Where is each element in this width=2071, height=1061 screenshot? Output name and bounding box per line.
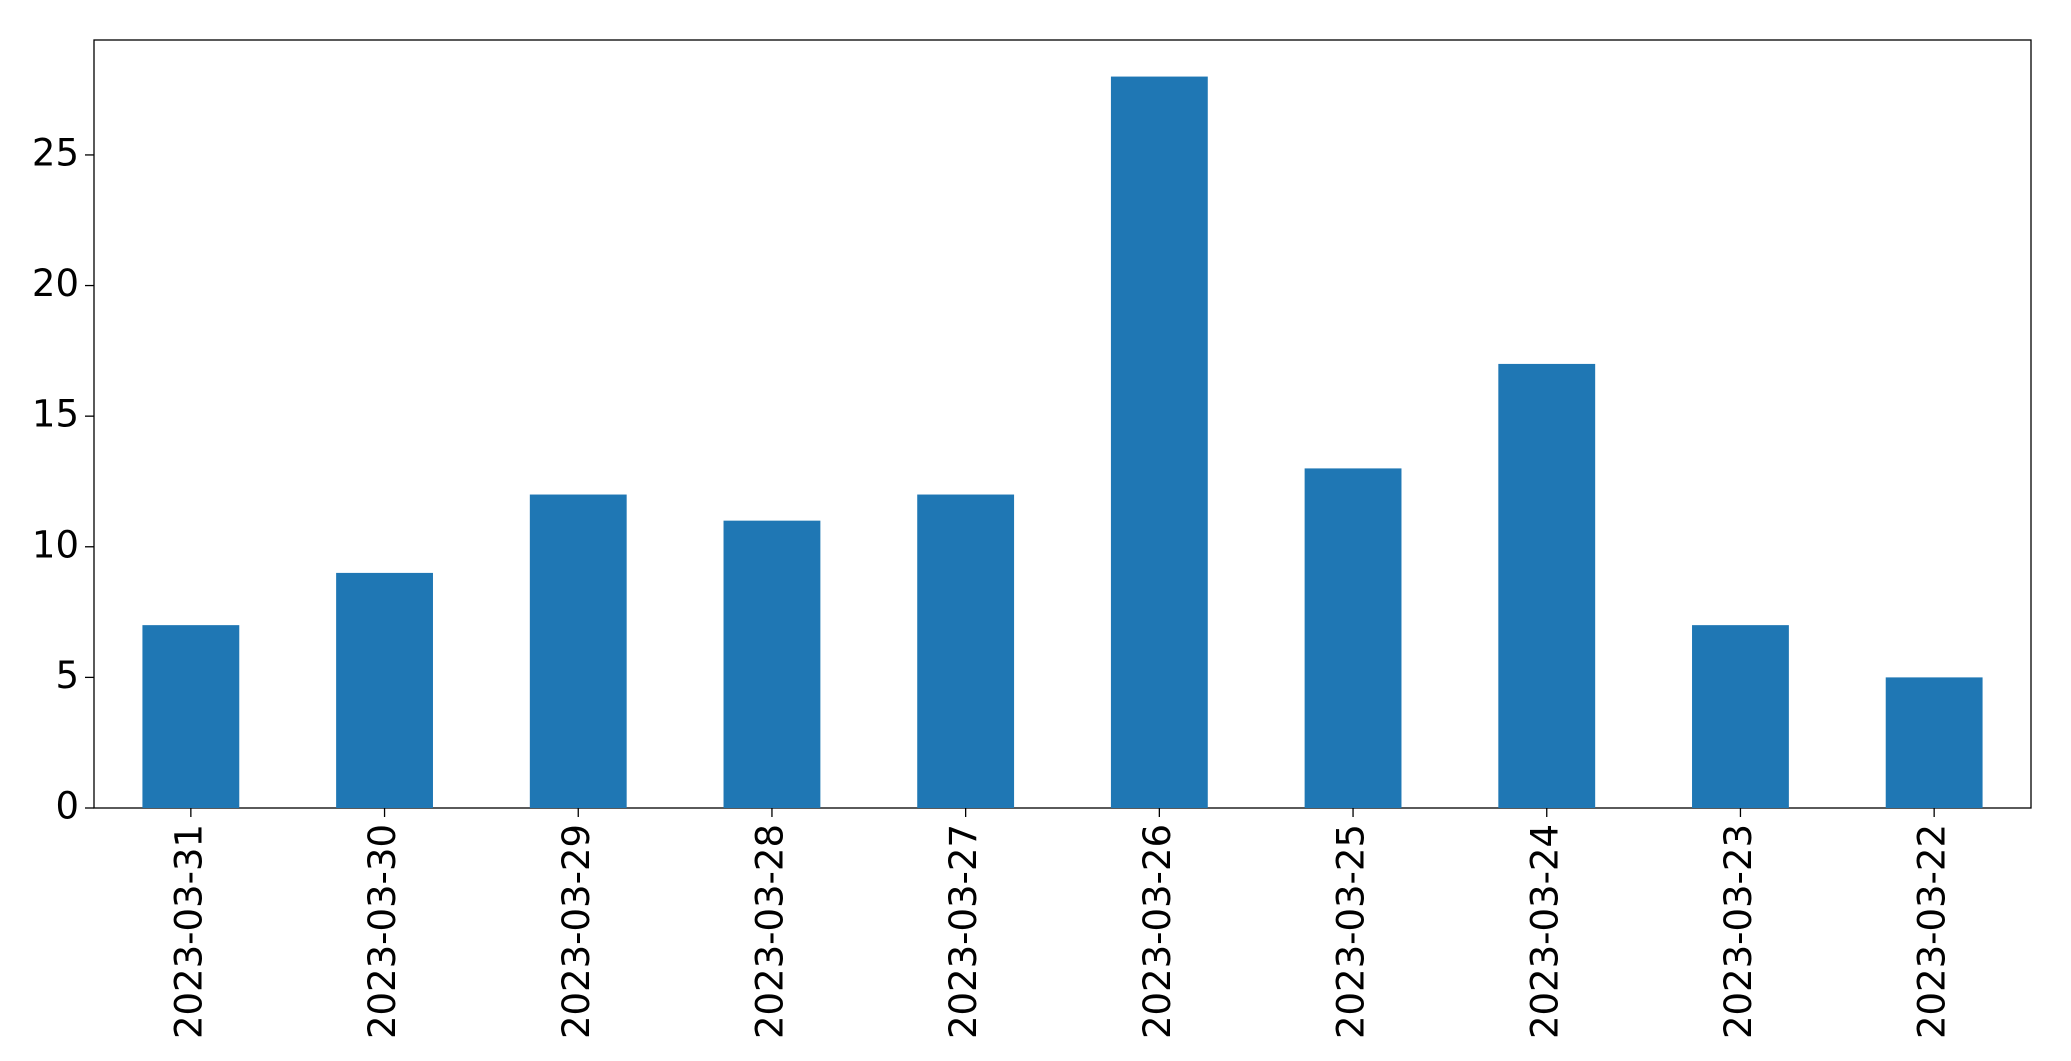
x-tick-label: 2023-03-28: [748, 824, 791, 1039]
y-tick-label: 0: [55, 785, 79, 828]
bar: [1885, 677, 1983, 808]
bar: [1110, 76, 1208, 809]
bar: [529, 494, 627, 808]
x-tick-label: 2023-03-27: [942, 824, 985, 1039]
x-tick-label: 2023-03-29: [555, 824, 598, 1039]
y-tick-label: 20: [32, 262, 79, 305]
bar: [917, 494, 1015, 808]
bar: [1498, 363, 1596, 808]
x-tick-label: 2023-03-31: [167, 824, 210, 1039]
x-tick-label: 2023-03-22: [1911, 824, 1954, 1039]
x-tick-label: 2023-03-30: [361, 824, 404, 1039]
y-tick-label: 15: [32, 393, 79, 436]
bar: [142, 625, 240, 808]
bar: [1692, 625, 1789, 808]
plot-frame: [93, 39, 2032, 809]
y-tick-label: 10: [32, 523, 79, 566]
y-tick-label: 25: [32, 131, 79, 174]
x-tick-label: 2023-03-23: [1717, 824, 1760, 1039]
bar: [1304, 468, 1402, 808]
x-tick-label: 2023-03-24: [1523, 824, 1566, 1039]
bar: [336, 572, 433, 808]
x-tick-label: 2023-03-26: [1136, 824, 1179, 1039]
x-tick-label: 2023-03-25: [1330, 824, 1373, 1039]
bar: [723, 520, 821, 808]
y-tick-label: 5: [55, 654, 79, 697]
